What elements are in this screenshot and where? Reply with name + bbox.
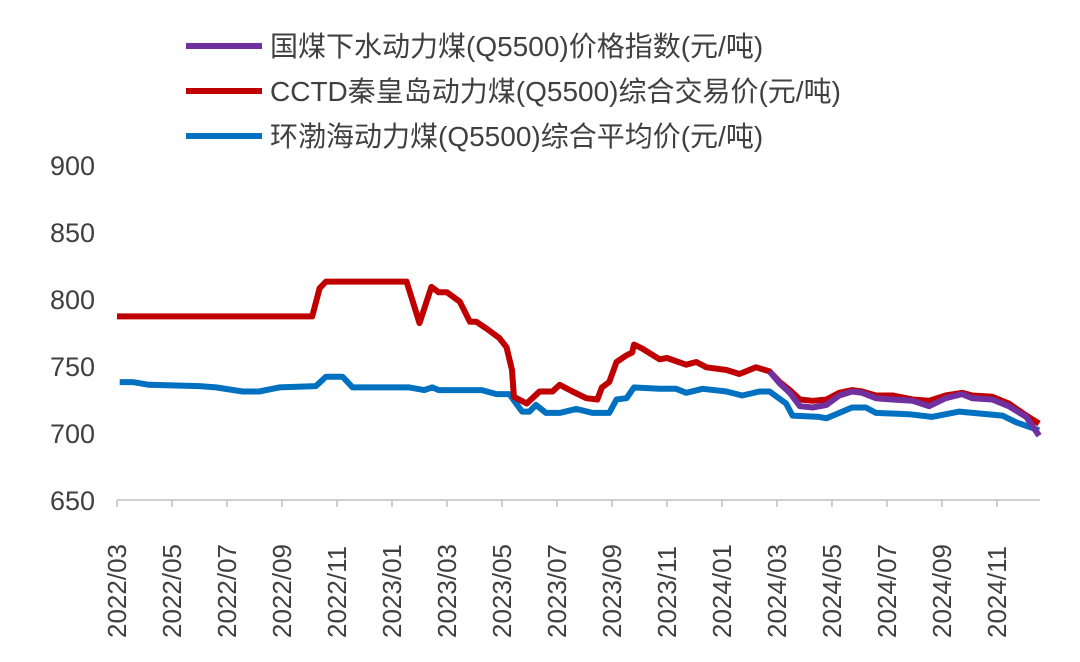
legend-label: 环渤海动力煤(Q5500)综合平均价(元/吨) xyxy=(270,121,763,152)
x-tick-label: 2024/03 xyxy=(762,544,792,638)
y-tick-label: 850 xyxy=(50,218,95,248)
x-tick-label: 2024/07 xyxy=(872,544,902,638)
legend-label: CCTD秦皇岛动力煤(Q5500)综合交易价(元/吨) xyxy=(270,76,841,107)
x-tick-label: 2024/05 xyxy=(817,544,847,638)
series-line-2 xyxy=(119,373,1041,434)
y-tick-label: 650 xyxy=(50,486,95,516)
x-tick-label: 2024/09 xyxy=(927,544,957,638)
x-tick-label: 2024/11 xyxy=(982,546,1012,638)
y-tick-label: 800 xyxy=(50,285,95,315)
x-tick-label: 2023/11 xyxy=(652,546,682,638)
x-tick-label: 2024/01 xyxy=(707,544,737,638)
y-tick-label: 900 xyxy=(50,151,95,181)
y-tick-label: 700 xyxy=(50,419,95,449)
x-tick-label: 2023/05 xyxy=(487,544,517,638)
x-tick-label: 2023/03 xyxy=(432,544,462,638)
y-axis: 650 700 750 800 850 900 xyxy=(50,151,95,516)
legend: 国煤下水动力煤(Q5500)价格指数(元/吨) CCTD秦皇岛动力煤(Q5500)… xyxy=(186,31,841,152)
x-tick-label: 2022/05 xyxy=(157,544,187,638)
x-tick-label: 2022/03 xyxy=(102,544,132,638)
series-line-1 xyxy=(117,278,1041,427)
y-tick-label: 750 xyxy=(50,352,95,382)
legend-label: 国煤下水动力煤(Q5500)价格指数(元/吨) xyxy=(270,31,763,62)
series-lines xyxy=(117,278,1042,438)
x-tick-label: 2023/07 xyxy=(542,544,572,638)
x-tick-label: 2023/09 xyxy=(597,544,627,638)
x-tick-label: 2022/07 xyxy=(212,544,242,638)
x-axis: 2022/03 2022/05 2022/07 2022/09 2022/11 2023/… xyxy=(102,499,1040,638)
x-tick-label: 2022/09 xyxy=(267,544,297,638)
series-line-0 xyxy=(767,369,1042,438)
x-tick-label: 2022/11 xyxy=(322,546,352,638)
x-tick-label: 2023/01 xyxy=(377,544,407,638)
